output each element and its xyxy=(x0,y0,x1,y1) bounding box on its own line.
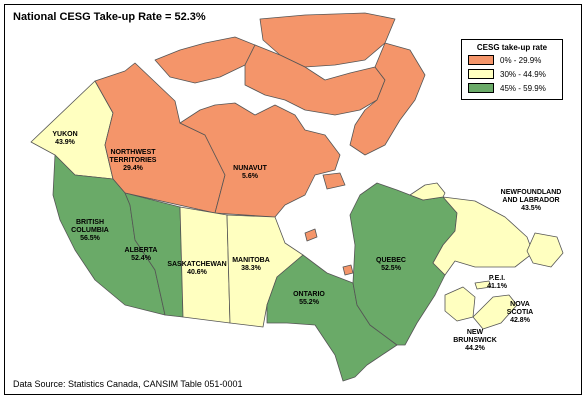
region-name: SCOTIA xyxy=(506,309,534,316)
legend-item-label: 0% - 29.9% xyxy=(500,55,542,65)
region-ns xyxy=(472,294,518,330)
region-value: 5.6% xyxy=(242,173,258,180)
region-arctic3 xyxy=(244,44,386,116)
region-label: P.E.I. 41.1% xyxy=(487,275,507,291)
region-label: ONTARIO 55.2% xyxy=(293,291,325,307)
region-arctic1 xyxy=(154,36,256,84)
region-label: NEW BRUNSWICK 44.2% xyxy=(453,329,497,353)
legend-title: CESG take-up rate xyxy=(476,43,548,52)
region-label: QUEBEC 52.5% xyxy=(376,257,406,273)
region-name: NEW xyxy=(466,329,484,336)
canada-map xyxy=(30,12,564,382)
legend-swatch-high xyxy=(468,83,494,93)
region-name: NOVA xyxy=(510,301,530,308)
legend-item: 0% - 29.9% xyxy=(462,54,562,66)
legend-swatch-low xyxy=(468,55,494,65)
region-label: YUKON 43.9% xyxy=(52,131,77,147)
region-baffin xyxy=(349,42,426,156)
region-value: 52.4% xyxy=(131,255,151,262)
map-title: National CESG Take-up Rate = 52.3% xyxy=(13,11,206,23)
region-label: NOVA SCOTIA 42.8% xyxy=(507,301,533,325)
region-name: ALBERTA xyxy=(124,247,158,254)
region-value: 42.8% xyxy=(510,317,530,324)
region-name: TERRITORIES xyxy=(109,157,157,164)
region-value: 29.4% xyxy=(123,165,143,172)
region-name: AND LABRADOR xyxy=(502,197,560,204)
region-label: BRITISH COLUMBIA 56.5% xyxy=(71,219,109,243)
region-value: 40.6% xyxy=(187,269,207,276)
region-labrador xyxy=(432,196,534,276)
region-name: YUKON xyxy=(52,131,78,138)
region-value: 56.5% xyxy=(80,235,100,242)
region-newfoundland xyxy=(526,232,564,268)
region-value: 43.9% xyxy=(55,139,75,146)
region-label: NUNAVUT 5.6% xyxy=(233,165,267,181)
region-yukon xyxy=(30,80,114,180)
map-frame: National CESG Take-up Rate = 52.3% CESG … xyxy=(4,4,582,395)
region-value: 43.5% xyxy=(521,205,541,212)
region-value: 55.2% xyxy=(299,299,319,306)
legend-item: 45% - 59.9% xyxy=(462,82,562,94)
region-name: SASKATCHEWAN xyxy=(167,261,227,268)
region-value: 52.5% xyxy=(381,265,401,272)
region-label: NORTHWEST TERRITORIES 29.4% xyxy=(110,149,157,173)
region-name: NORTHWEST xyxy=(110,149,156,156)
region-arctic2 xyxy=(259,12,396,68)
legend-item-label: 45% - 59.9% xyxy=(500,83,546,93)
region-southampton xyxy=(322,172,346,190)
region-name: NUNAVUT xyxy=(233,165,267,172)
region-name: QUEBEC xyxy=(376,257,406,264)
region-nb xyxy=(444,286,476,322)
region-quebec-north xyxy=(409,182,446,201)
region-label: ALBERTA 52.4% xyxy=(125,247,158,263)
region-name: BRUNSWICK xyxy=(453,337,497,344)
region-hudson-island xyxy=(304,228,318,242)
region-name: ONTARIO xyxy=(293,291,325,298)
region-label: MANITOBA 38.3% xyxy=(232,257,270,273)
data-source-note: Data Source: Statistics Canada, CANSIM T… xyxy=(13,379,243,389)
region-label: SASKATCHEWAN 40.6% xyxy=(167,261,226,277)
legend-item-label: 30% - 44.9% xyxy=(500,69,546,79)
region-value: 38.3% xyxy=(241,265,261,272)
region-name: P.E.I. xyxy=(488,275,506,282)
region-name: NEWFOUNDLAND xyxy=(500,189,562,196)
region-name: COLUMBIA xyxy=(71,227,109,234)
region-belcher xyxy=(342,264,354,276)
legend-swatch-mid xyxy=(468,69,494,79)
region-name: MANITOBA xyxy=(232,257,270,264)
legend: CESG take-up rate 0% - 29.9% 30% - 44.9%… xyxy=(461,39,563,100)
region-label: NEWFOUNDLAND AND LABRADOR 43.5% xyxy=(501,189,562,213)
region-ontario xyxy=(266,254,398,382)
region-pei xyxy=(474,280,492,290)
region-name: BRITISH xyxy=(76,219,104,226)
legend-item: 30% - 44.9% xyxy=(462,68,562,80)
region-value: 44.2% xyxy=(465,345,485,352)
region-value: 41.1% xyxy=(487,283,507,290)
